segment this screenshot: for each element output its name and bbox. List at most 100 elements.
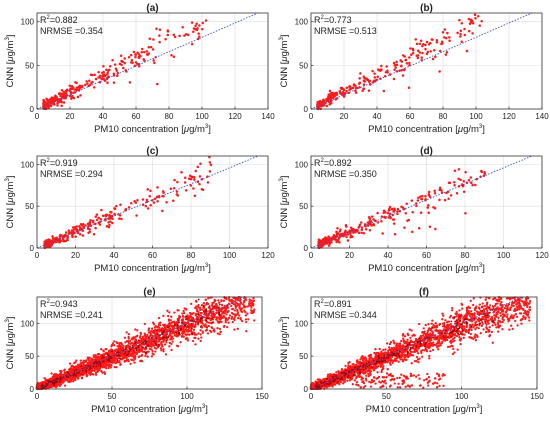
x-tick-label: 140 bbox=[261, 112, 275, 121]
data-point bbox=[459, 179, 462, 182]
data-point bbox=[136, 329, 138, 331]
data-point bbox=[81, 374, 83, 376]
x-tick-label: 40 bbox=[110, 251, 119, 260]
data-point bbox=[70, 370, 72, 372]
y-tick-label: 0 bbox=[30, 385, 35, 394]
r2-value: =0.943 bbox=[50, 299, 78, 309]
data-point bbox=[421, 195, 424, 198]
data-point bbox=[88, 228, 91, 231]
data-point bbox=[444, 28, 447, 31]
data-point bbox=[159, 28, 162, 31]
data-point bbox=[427, 211, 430, 214]
data-point bbox=[119, 203, 122, 206]
data-point bbox=[177, 309, 179, 311]
data-point bbox=[192, 340, 194, 342]
data-point bbox=[85, 374, 87, 376]
data-point bbox=[65, 240, 68, 243]
data-point bbox=[93, 233, 96, 236]
data-point bbox=[195, 313, 197, 315]
data-point bbox=[354, 379, 356, 381]
data-point bbox=[52, 376, 54, 378]
data-point bbox=[195, 170, 198, 173]
data-point bbox=[60, 376, 62, 378]
data-point bbox=[154, 350, 156, 352]
data-point bbox=[63, 369, 65, 371]
data-point bbox=[141, 48, 144, 51]
data-point bbox=[162, 315, 164, 317]
data-point bbox=[48, 385, 50, 387]
data-point bbox=[197, 313, 199, 315]
data-point bbox=[194, 25, 197, 28]
data-point bbox=[214, 306, 216, 308]
data-point bbox=[104, 353, 106, 355]
data-point bbox=[147, 207, 150, 210]
data-point bbox=[149, 190, 152, 193]
data-point bbox=[218, 301, 220, 303]
x-tick-label: 100 bbox=[469, 112, 483, 121]
data-point bbox=[101, 357, 103, 359]
data-point bbox=[181, 26, 184, 29]
data-point bbox=[119, 364, 121, 366]
y-tick-label: 100 bbox=[295, 160, 309, 169]
data-point bbox=[148, 337, 150, 339]
x-tick-label: 100 bbox=[180, 392, 194, 401]
data-point bbox=[200, 326, 202, 328]
data-point bbox=[183, 310, 185, 312]
data-point bbox=[194, 334, 196, 336]
data-point bbox=[178, 333, 180, 335]
data-point bbox=[75, 89, 78, 92]
data-point bbox=[109, 349, 111, 351]
data-point bbox=[180, 328, 182, 330]
data-point bbox=[100, 348, 102, 350]
data-point bbox=[153, 335, 155, 337]
data-point bbox=[70, 378, 72, 380]
data-point bbox=[156, 186, 159, 189]
data-point bbox=[228, 299, 230, 301]
data-point bbox=[121, 347, 123, 349]
nrmse-annotation: NRMSE =0.350 bbox=[314, 169, 377, 179]
y-label-close: ] bbox=[5, 35, 16, 38]
data-point bbox=[376, 212, 379, 215]
data-point bbox=[188, 178, 191, 181]
data-point bbox=[497, 331, 499, 333]
data-point bbox=[201, 22, 204, 25]
data-point bbox=[374, 76, 377, 79]
data-point bbox=[75, 375, 77, 377]
data-point bbox=[385, 65, 388, 68]
data-point bbox=[144, 355, 146, 357]
data-point bbox=[38, 383, 40, 385]
data-point bbox=[168, 345, 170, 347]
data-point bbox=[161, 345, 163, 347]
data-point bbox=[227, 322, 229, 324]
data-point bbox=[231, 299, 233, 301]
data-point bbox=[158, 345, 160, 347]
data-point bbox=[78, 371, 80, 373]
data-point bbox=[193, 326, 195, 328]
data-point bbox=[436, 39, 439, 42]
data-point bbox=[424, 195, 427, 198]
y-label-close: ] bbox=[5, 176, 16, 179]
y-tick-label: 0 bbox=[304, 244, 309, 253]
data-point bbox=[147, 329, 149, 331]
data-point bbox=[415, 38, 418, 41]
data-point bbox=[399, 386, 401, 388]
data-point bbox=[69, 90, 72, 93]
data-point bbox=[207, 318, 209, 320]
data-point bbox=[181, 335, 183, 337]
data-point bbox=[412, 52, 415, 55]
data-point bbox=[141, 51, 144, 54]
data-point bbox=[107, 367, 109, 369]
data-point bbox=[118, 345, 120, 347]
x-tick-label: 60 bbox=[148, 251, 157, 260]
data-point bbox=[193, 320, 195, 322]
data-point bbox=[97, 71, 100, 74]
data-point bbox=[109, 65, 112, 68]
data-point bbox=[83, 373, 85, 375]
data-point bbox=[336, 232, 339, 235]
data-point bbox=[191, 328, 193, 330]
data-point bbox=[453, 181, 456, 184]
data-point bbox=[105, 363, 107, 365]
data-point bbox=[117, 351, 119, 353]
data-point bbox=[233, 318, 235, 320]
data-point bbox=[102, 355, 104, 357]
